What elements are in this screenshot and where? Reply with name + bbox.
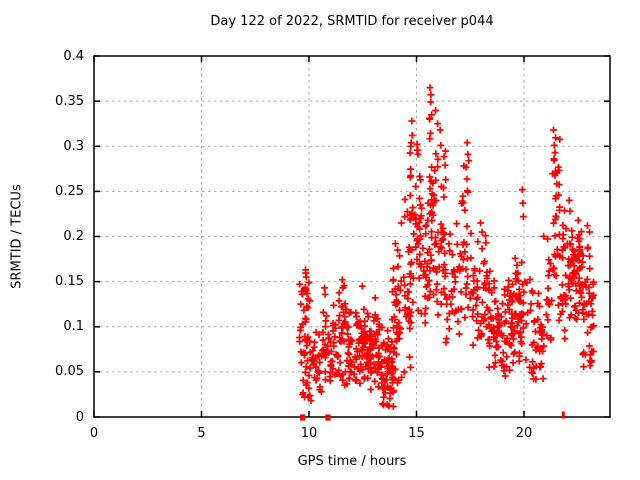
x-tick-label: 0 — [89, 426, 99, 441]
y-tick-label: 0.15 — [55, 274, 84, 290]
x-tick-label: 5 — [197, 426, 206, 441]
zero-axis-marks — [299, 411, 565, 421]
y-tick-label: 0 — [75, 409, 84, 425]
grid-lines — [94, 56, 610, 417]
x-tick-label: 10 — [300, 426, 318, 441]
x-tick-label: 15 — [408, 426, 425, 441]
scatter-points — [296, 84, 598, 410]
y-tick-label: 0.2 — [63, 229, 84, 244]
plot-border-and-ticks — [93, 55, 611, 418]
y-tick-label: 0.25 — [55, 183, 84, 199]
x-tick-label: 20 — [515, 426, 533, 441]
y-tick-label: 0.3 — [63, 138, 84, 154]
chart-title: Day 122 of 2022, SRMTID for receiver p04… — [210, 14, 494, 29]
y-tick-label: 0.35 — [55, 93, 84, 109]
y-tick-label: 0.4 — [63, 48, 84, 64]
x-axis-label: GPS time / hours — [297, 454, 407, 469]
y-tick-label: 0.1 — [63, 319, 84, 335]
y-tick-label: 0.05 — [55, 364, 84, 380]
